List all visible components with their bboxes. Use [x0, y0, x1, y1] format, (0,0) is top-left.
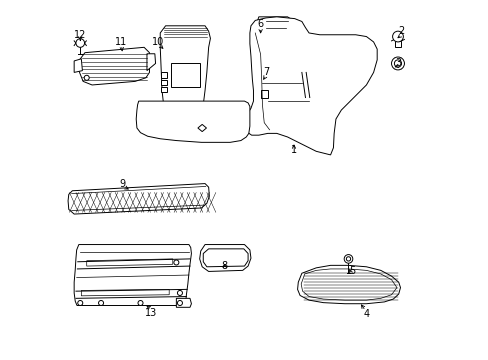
Polygon shape: [161, 87, 167, 92]
Polygon shape: [244, 17, 376, 155]
Text: 13: 13: [145, 308, 157, 318]
Polygon shape: [260, 90, 267, 98]
Polygon shape: [203, 249, 247, 267]
Circle shape: [346, 257, 350, 261]
Polygon shape: [199, 244, 250, 271]
Text: 3: 3: [395, 58, 401, 68]
Polygon shape: [74, 59, 82, 72]
Polygon shape: [257, 17, 294, 33]
Polygon shape: [161, 80, 167, 85]
Polygon shape: [136, 101, 249, 142]
Circle shape: [394, 60, 401, 67]
Text: 11: 11: [114, 37, 127, 47]
Circle shape: [177, 291, 182, 296]
Text: 12: 12: [74, 30, 86, 40]
Text: 9: 9: [119, 179, 125, 189]
Circle shape: [174, 260, 179, 265]
Text: 5: 5: [348, 266, 354, 276]
Polygon shape: [68, 184, 209, 214]
Text: 4: 4: [363, 310, 369, 319]
Polygon shape: [301, 269, 396, 300]
Circle shape: [76, 39, 84, 47]
Circle shape: [392, 31, 403, 42]
Circle shape: [344, 255, 352, 263]
Polygon shape: [80, 47, 149, 85]
Polygon shape: [74, 244, 191, 306]
Text: 8: 8: [221, 261, 227, 271]
Polygon shape: [198, 125, 206, 132]
Polygon shape: [297, 265, 400, 304]
Polygon shape: [160, 26, 210, 121]
Polygon shape: [81, 289, 169, 296]
Polygon shape: [176, 298, 191, 307]
Polygon shape: [86, 259, 172, 266]
Text: 6: 6: [257, 19, 263, 29]
Circle shape: [177, 301, 182, 306]
Polygon shape: [161, 72, 167, 78]
Text: 10: 10: [152, 37, 164, 47]
Polygon shape: [171, 63, 199, 87]
Circle shape: [138, 301, 142, 306]
Circle shape: [78, 301, 82, 306]
Polygon shape: [394, 41, 400, 46]
Text: 1: 1: [290, 144, 296, 154]
Circle shape: [99, 301, 103, 306]
Text: 7: 7: [263, 67, 268, 77]
Circle shape: [391, 57, 404, 70]
Circle shape: [84, 75, 89, 80]
Text: 2: 2: [398, 26, 404, 36]
Polygon shape: [147, 54, 155, 71]
